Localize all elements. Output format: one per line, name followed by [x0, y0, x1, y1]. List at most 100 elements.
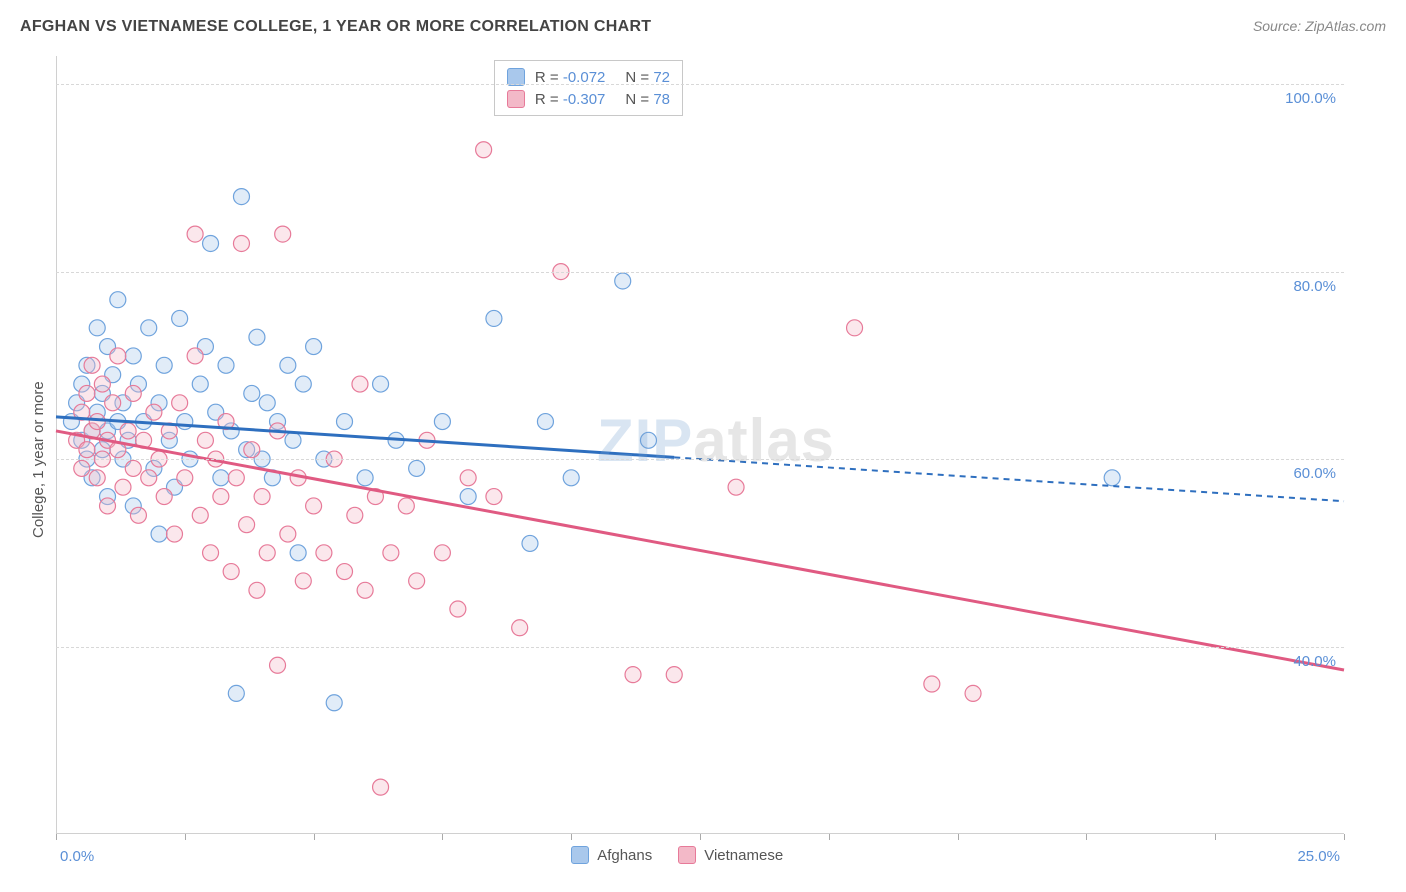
scatter-plot: [0, 0, 1406, 892]
x-tick: [571, 834, 572, 840]
data-point: [398, 498, 414, 514]
data-point: [1104, 470, 1120, 486]
data-point: [347, 507, 363, 523]
data-point: [233, 235, 249, 251]
data-point: [965, 685, 981, 701]
data-point: [409, 573, 425, 589]
data-point: [306, 339, 322, 355]
data-point: [156, 357, 172, 373]
data-point: [156, 489, 172, 505]
data-point: [187, 226, 203, 242]
x-tick: [1086, 834, 1087, 840]
data-point: [244, 385, 260, 401]
data-point: [625, 667, 641, 683]
x-tick: [314, 834, 315, 840]
data-point: [100, 498, 116, 514]
data-point: [120, 423, 136, 439]
data-point: [486, 489, 502, 505]
y-tick-label: 40.0%: [1293, 653, 1336, 670]
x-tick: [1344, 834, 1345, 840]
data-point: [337, 414, 353, 430]
data-point: [177, 470, 193, 486]
data-point: [110, 348, 126, 364]
data-point: [151, 526, 167, 542]
y-tick-label: 100.0%: [1285, 90, 1336, 107]
data-point: [218, 357, 234, 373]
x-tick: [829, 834, 830, 840]
data-point: [460, 470, 476, 486]
data-point: [244, 442, 260, 458]
data-point: [192, 507, 208, 523]
data-point: [434, 545, 450, 561]
data-point: [337, 564, 353, 580]
data-point: [223, 564, 239, 580]
data-point: [259, 395, 275, 411]
trend-line: [56, 431, 1344, 670]
legend-r-text: R = -0.072: [535, 69, 605, 86]
x-tick: [185, 834, 186, 840]
legend-row: R = -0.307N = 78: [507, 88, 670, 110]
data-point: [89, 320, 105, 336]
gridline: [56, 647, 1344, 648]
x-tick: [442, 834, 443, 840]
data-point: [306, 498, 322, 514]
data-point: [89, 470, 105, 486]
data-point: [172, 395, 188, 411]
data-point: [537, 414, 553, 430]
data-point: [146, 404, 162, 420]
legend-correlation: R = -0.072 N = 72 R = -0.307N = 78: [494, 60, 683, 116]
data-point: [89, 414, 105, 430]
legend-n-text: N = 72: [625, 69, 670, 86]
legend-swatch: [507, 90, 525, 108]
data-point: [254, 489, 270, 505]
data-point: [125, 460, 141, 476]
data-point: [275, 226, 291, 242]
data-point: [352, 376, 368, 392]
data-point: [486, 310, 502, 326]
data-point: [172, 310, 188, 326]
data-point: [357, 470, 373, 486]
data-point: [203, 235, 219, 251]
legend-swatch: [678, 846, 696, 864]
data-point: [130, 507, 146, 523]
data-point: [295, 573, 311, 589]
data-point: [141, 470, 157, 486]
data-point: [213, 489, 229, 505]
data-point: [105, 395, 121, 411]
chart-container: AFGHAN VS VIETNAMESE COLLEGE, 1 YEAR OR …: [0, 0, 1406, 892]
data-point: [228, 470, 244, 486]
data-point: [125, 385, 141, 401]
x-tick: [56, 834, 57, 840]
data-point: [476, 142, 492, 158]
x-tick-label: 25.0%: [1297, 848, 1340, 865]
data-point: [409, 460, 425, 476]
data-point: [285, 432, 301, 448]
legend-series: AfghansVietnamese: [571, 846, 783, 864]
data-point: [290, 545, 306, 561]
data-point: [326, 695, 342, 711]
data-point: [512, 620, 528, 636]
x-tick: [700, 834, 701, 840]
data-point: [141, 320, 157, 336]
data-point: [615, 273, 631, 289]
data-point: [847, 320, 863, 336]
data-point: [383, 545, 399, 561]
x-tick-label: 0.0%: [60, 848, 94, 865]
data-point: [197, 432, 213, 448]
data-point: [295, 376, 311, 392]
data-point: [74, 460, 90, 476]
x-tick: [958, 834, 959, 840]
legend-swatch: [571, 846, 589, 864]
legend-r-text: R = -0.307: [535, 91, 605, 108]
data-point: [450, 601, 466, 617]
data-point: [233, 189, 249, 205]
data-point: [79, 385, 95, 401]
data-point: [239, 517, 255, 533]
data-point: [373, 779, 389, 795]
data-point: [280, 526, 296, 542]
data-point: [924, 676, 940, 692]
x-tick: [1215, 834, 1216, 840]
data-point: [522, 535, 538, 551]
data-point: [373, 376, 389, 392]
data-point: [259, 545, 275, 561]
